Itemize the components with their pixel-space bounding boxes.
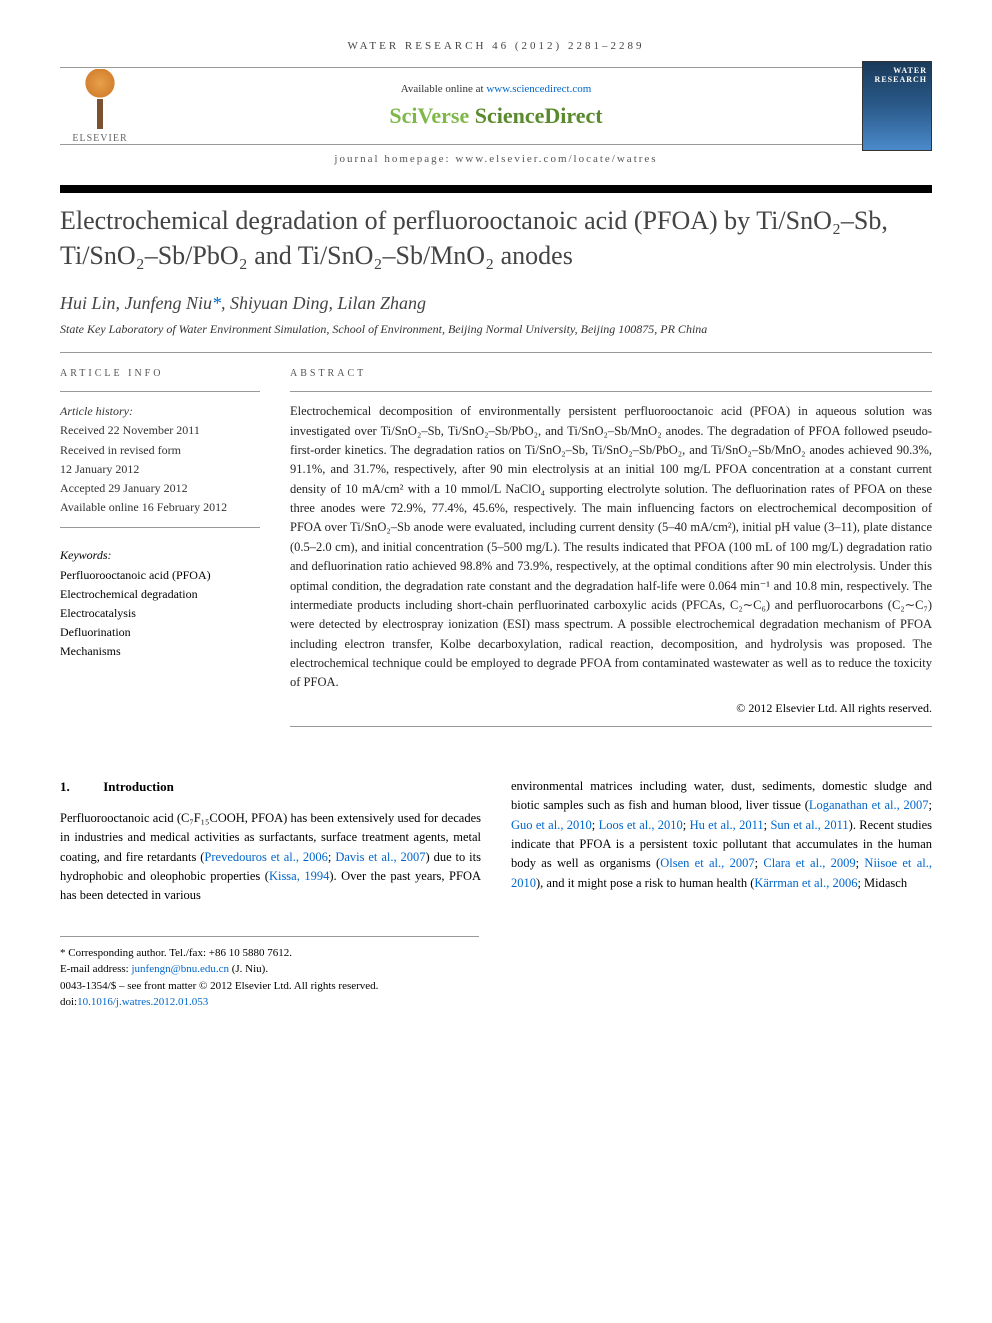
homepage-url: www.elsevier.com/locate/watres [455, 153, 657, 165]
citation-link[interactable]: Davis et al., 2007 [335, 850, 425, 864]
body-column-left: 1. Introduction Perfluorooctanoic acid (… [60, 777, 481, 906]
intro-paragraph-right: environmental matrices including water, … [511, 777, 932, 893]
citation-link[interactable]: Guo et al., 2010 [511, 818, 592, 832]
received-date: Received 22 November 2011 [60, 421, 260, 440]
intro-paragraph-left: Perfluorooctanoic acid (C₇F₁₅COOH, PFOA)… [60, 809, 481, 906]
keyword: Electrochemical degradation [60, 585, 260, 604]
elsevier-label: ELSEVIER [72, 133, 127, 144]
keyword: Electrocatalysis [60, 604, 260, 623]
abstract-header: ABSTRACT [290, 368, 932, 379]
citation-link[interactable]: Olsen et al., 2007 [660, 856, 754, 870]
section-heading-intro: 1. Introduction [60, 777, 481, 797]
issn-line: 0043-1354/$ – see front matter © 2012 El… [60, 978, 479, 995]
accepted-date: Accepted 29 January 2012 [60, 479, 260, 498]
homepage-prefix: journal homepage: [334, 153, 455, 165]
revised-label: Received in revised form [60, 441, 260, 460]
abstract-column: ABSTRACT Electrochemical decomposition o… [290, 368, 932, 737]
sciverse-logo[interactable]: SciVerse ScienceDirect [60, 103, 932, 129]
divider [60, 527, 260, 528]
doi-label: doi: [60, 996, 77, 1008]
doi-link[interactable]: 10.1016/j.watres.2012.01.053 [77, 996, 208, 1008]
article-info-header: ARTICLE INFO [60, 368, 260, 379]
sciencedirect-url-link[interactable]: www.sciencedirect.com [486, 83, 591, 95]
citation-link[interactable]: Sun et al., 2011 [770, 818, 848, 832]
history-label: Article history: [60, 402, 260, 421]
journal-homepage-line: journal homepage: www.elsevier.com/locat… [60, 153, 932, 165]
article-info-column: ARTICLE INFO Article history: Received 2… [60, 368, 260, 737]
elsevier-tree-icon [75, 69, 125, 129]
sciverse-text: SciVerse [389, 103, 474, 128]
keyword: Perfluorooctanoic acid (PFOA) [60, 566, 260, 585]
citation-link[interactable]: Loganathan et al., 2007 [809, 798, 929, 812]
journal-name: WATER RESEARCH [348, 40, 487, 52]
journal-vol: 46 [492, 40, 509, 52]
page-header: WATER RESEARCH 46 (2012) 2281–2289 ELSEV… [60, 40, 932, 165]
info-abstract-row: ARTICLE INFO Article history: Received 2… [60, 368, 932, 737]
journal-cover-thumbnail[interactable]: WATER RESEARCH [862, 61, 932, 151]
article-history: Article history: Received 22 November 20… [60, 402, 260, 517]
divider [290, 726, 932, 727]
title-separator-bar [60, 185, 932, 193]
corr-label: * Corresponding author. [60, 947, 167, 959]
elsevier-logo[interactable]: ELSEVIER [60, 61, 140, 151]
body-columns: 1. Introduction Perfluorooctanoic acid (… [60, 777, 932, 906]
journal-pages: 2281–2289 [568, 40, 645, 52]
citation-link[interactable]: Loos et al., 2010 [599, 818, 683, 832]
citation-link[interactable]: Hu et al., 2011 [690, 818, 764, 832]
doi-line: doi:10.1016/j.watres.2012.01.053 [60, 994, 479, 1011]
journal-reference: WATER RESEARCH 46 (2012) 2281–2289 [60, 40, 932, 52]
citation-link[interactable]: Prevedouros et al., 2006 [204, 850, 328, 864]
author-list: Hui Lin, Junfeng Niu*, Shiyuan Ding, Lil… [60, 293, 932, 314]
divider [60, 352, 932, 353]
footer-section: * Corresponding author. Tel./fax: +86 10… [60, 936, 479, 1011]
body-column-right: environmental matrices including water, … [511, 777, 932, 906]
journal-cover-label: WATER RESEARCH [863, 62, 931, 88]
journal-ref-link[interactable]: WATER RESEARCH 46 (2012) 2281–2289 [348, 40, 645, 52]
email-link[interactable]: junfengn@bnu.edu.cn [131, 963, 229, 975]
affiliation: State Key Laboratory of Water Environmen… [60, 322, 932, 337]
divider [290, 391, 932, 392]
keywords-block: Keywords: Perfluorooctanoic acid (PFOA) … [60, 546, 260, 661]
keyword: Mechanisms [60, 642, 260, 661]
available-prefix: Available online at [401, 83, 487, 95]
available-online-text: Available online at www.sciencedirect.co… [60, 83, 932, 95]
divider [60, 391, 260, 392]
keyword: Defluorination [60, 623, 260, 642]
article-title: Electrochemical degradation of perfluoro… [60, 203, 932, 273]
publisher-banner: ELSEVIER Available online at www.science… [60, 67, 932, 145]
revised-date: 12 January 2012 [60, 460, 260, 479]
section-title: Introduction [103, 779, 174, 794]
citation-link[interactable]: Kärrman et al., 2006 [754, 876, 857, 890]
section-number: 1. [60, 777, 100, 797]
email-line: E-mail address: junfengn@bnu.edu.cn (J. … [60, 961, 479, 978]
abstract-text: Electrochemical decomposition of environ… [290, 402, 932, 693]
corresponding-mark[interactable]: * [212, 293, 221, 313]
copyright-line: © 2012 Elsevier Ltd. All rights reserved… [290, 701, 932, 716]
email-label: E-mail address: [60, 963, 131, 975]
online-date: Available online 16 February 2012 [60, 498, 260, 517]
sciencedirect-text: ScienceDirect [475, 103, 603, 128]
citation-link[interactable]: Kissa, 1994 [269, 869, 329, 883]
corresponding-author: * Corresponding author. Tel./fax: +86 10… [60, 945, 479, 962]
citation-link[interactable]: Clara et al., 2009 [763, 856, 855, 870]
banner-center: Available online at www.sciencedirect.co… [60, 83, 932, 129]
keywords-label: Keywords: [60, 546, 260, 565]
email-suffix: (J. Niu). [229, 963, 268, 975]
author-names: Hui Lin, Junfeng Niu*, Shiyuan Ding, Lil… [60, 293, 426, 313]
journal-year: (2012) [515, 40, 562, 52]
corr-tel: Tel./fax: +86 10 5880 7612. [169, 947, 292, 959]
